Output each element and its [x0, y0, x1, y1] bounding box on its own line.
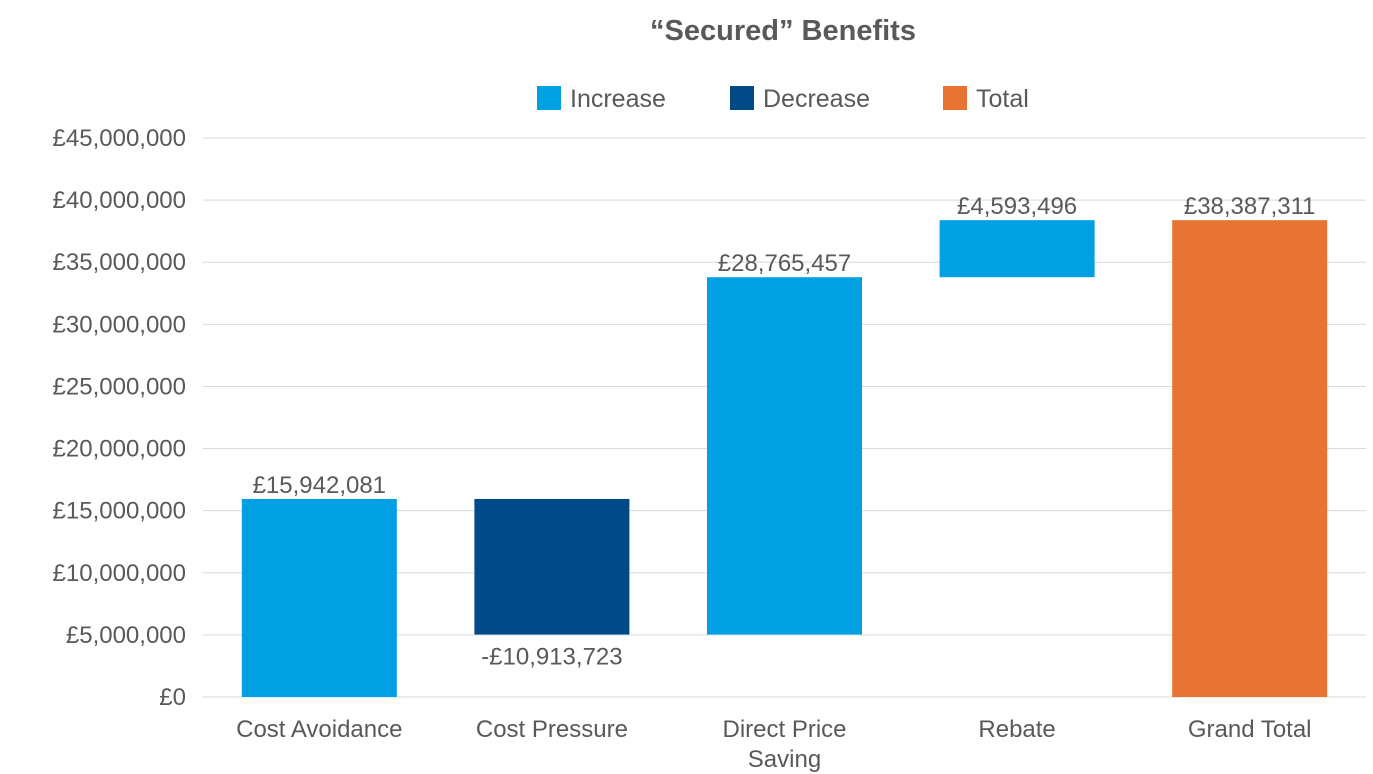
bar-increase	[939, 220, 1095, 278]
legend: Increase Decrease Total	[537, 85, 1029, 113]
legend-swatch	[730, 86, 754, 110]
bar-increase	[707, 277, 862, 635]
legend-label: Increase	[570, 85, 666, 113]
y-tick-label: £35,000,000	[53, 249, 186, 276]
legend-swatch	[537, 86, 561, 110]
y-tick-label: £45,000,000	[53, 125, 186, 152]
x-category-label: Rebate	[978, 716, 1055, 743]
bar-total	[1172, 220, 1328, 697]
bar-decrease	[474, 498, 630, 635]
x-category-label: Direct Price Saving	[722, 716, 846, 773]
data-label: £28,765,457	[718, 250, 851, 277]
x-category-label: Cost Avoidance	[236, 716, 402, 743]
y-tick-label: £25,000,000	[53, 373, 186, 400]
y-tick-label: £10,000,000	[53, 560, 186, 587]
data-label: -£10,913,723	[481, 644, 622, 671]
y-tick-label: £5,000,000	[66, 622, 186, 649]
legend-swatch	[943, 86, 967, 110]
y-tick-label: £20,000,000	[53, 436, 186, 463]
legend-label: Total	[976, 85, 1029, 113]
y-tick-label: £0	[159, 684, 186, 711]
legend-entry-decrease: Decrease	[730, 85, 870, 113]
x-category-label: Cost Pressure	[476, 716, 628, 743]
legend-entry-increase: Increase	[537, 85, 666, 113]
x-axis: Cost Avoidance Cost Pressure Direct Price S…	[236, 716, 1311, 773]
data-label: £15,942,081	[253, 472, 386, 499]
bars	[241, 220, 1328, 697]
y-tick-label: £30,000,000	[53, 311, 186, 338]
y-tick-label: £40,000,000	[53, 187, 186, 214]
data-labels: £15,942,081 -£10,913,723 £28,765,457 £4,593…	[253, 193, 1316, 670]
x-category-label: Grand Total	[1188, 716, 1312, 743]
legend-entry-total: Total	[943, 85, 1029, 113]
y-axis: £0 £5,000,000 £10,000,000 £15,000,000 £20,00…	[53, 125, 186, 711]
data-label: £38,387,311	[1184, 193, 1316, 220]
y-tick-label: £15,000,000	[53, 498, 186, 525]
bar-increase	[241, 498, 397, 697]
chart-title: “Secured” Benefits	[650, 15, 916, 47]
legend-label: Decrease	[763, 85, 870, 113]
data-label: £4,593,496	[957, 193, 1077, 220]
